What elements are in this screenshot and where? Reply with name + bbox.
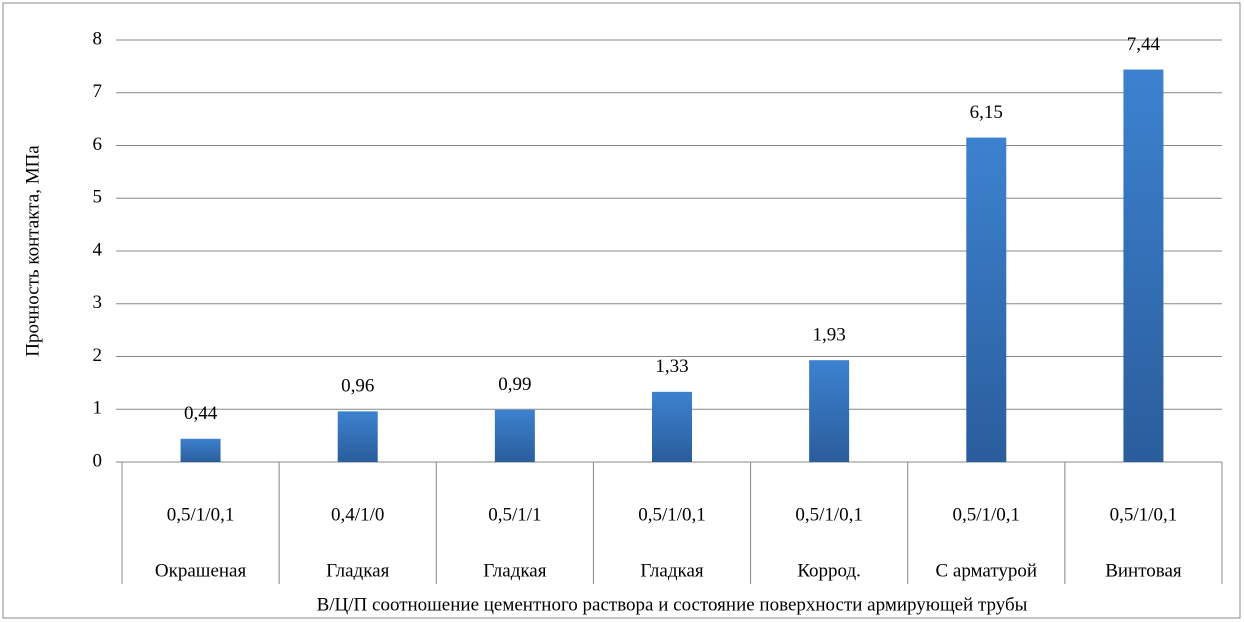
data-label: 0,96 <box>341 376 374 397</box>
bar <box>494 409 535 462</box>
data-label: 1,93 <box>813 325 846 346</box>
y-tick-label: 3 <box>93 292 103 313</box>
data-label: 7,44 <box>1127 34 1161 55</box>
data-label: 0,44 <box>184 403 218 424</box>
data-label: 0,99 <box>498 374 531 395</box>
x-group-label: Гладкая <box>640 560 704 581</box>
x-group-label: Окрашеная <box>155 560 247 581</box>
bar <box>652 391 692 462</box>
y-axis-title: Прочность контакта, МПа <box>22 145 43 357</box>
x-group-label: С арматурой <box>935 560 1037 581</box>
x-tick-label: 0,5/1/0,1 <box>167 504 235 525</box>
x-tick-label: 0,4/1/0 <box>331 504 384 525</box>
x-axis-title: В/Ц/П соотношение цементного раствора и … <box>317 594 1028 615</box>
x-group-label: Гладкая <box>483 560 547 581</box>
bar <box>337 411 378 462</box>
y-tick-label: 5 <box>93 187 103 208</box>
data-label: 6,15 <box>970 102 1003 123</box>
y-tick-label: 6 <box>93 134 103 155</box>
y-tick-label: 0 <box>93 450 103 471</box>
x-tick-label: 0,5/1/0,1 <box>638 504 706 525</box>
bar <box>180 438 221 462</box>
x-tick-label: 0,5/1/0,1 <box>795 504 863 525</box>
x-group-label: Винтовая <box>1105 560 1182 581</box>
x-tick-label: 0,5/1/0,1 <box>953 504 1021 525</box>
bar <box>966 137 1007 462</box>
y-tick-label: 2 <box>93 345 103 366</box>
bar <box>1123 69 1164 462</box>
x-tick-label: 0,5/1/1 <box>488 504 541 525</box>
y-tick-label: 7 <box>93 81 103 102</box>
x-tick-label: 0,5/1/0,1 <box>1110 504 1178 525</box>
y-tick-label: 4 <box>93 239 103 260</box>
x-group-label: Гладкая <box>326 560 390 581</box>
x-group-label: Коррод. <box>797 560 861 581</box>
data-label: 1,33 <box>655 356 688 377</box>
y-tick-label: 1 <box>93 398 103 419</box>
bar <box>809 360 850 462</box>
y-tick-label: 8 <box>93 28 103 49</box>
